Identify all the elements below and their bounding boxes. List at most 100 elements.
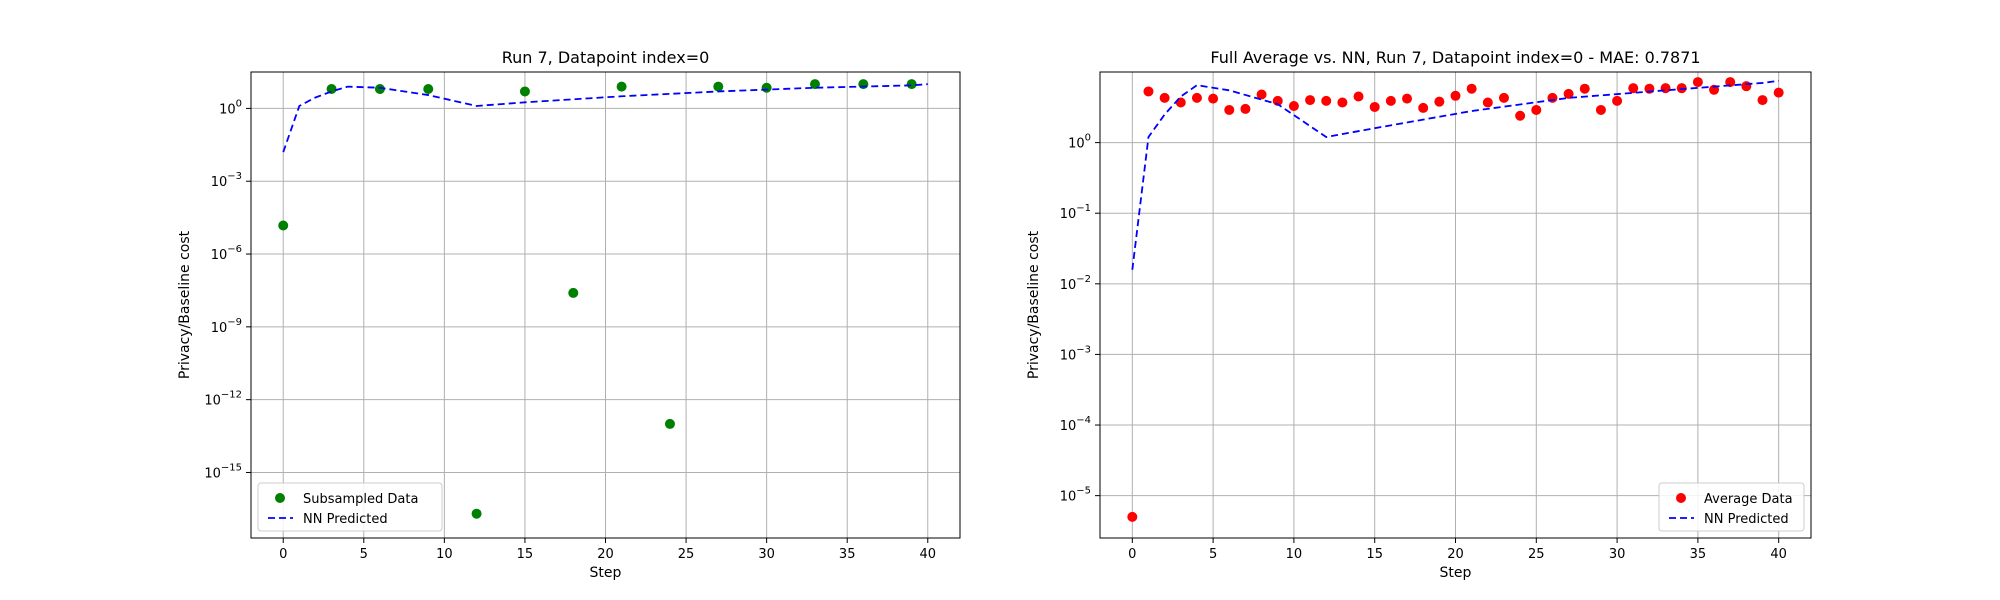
data-point [1773, 87, 1784, 98]
data-point [1385, 95, 1396, 106]
x-tick-label: 20 [597, 547, 614, 562]
data-point [1353, 91, 1364, 102]
x-tick-label: 25 [1528, 547, 1545, 562]
x-axis-label: Step [590, 565, 622, 581]
x-tick-label: 5 [1209, 547, 1217, 562]
x-tick-label: 35 [839, 547, 856, 562]
x-tick-label: 25 [678, 547, 695, 562]
data-point [1305, 95, 1316, 106]
data-point [1450, 90, 1461, 101]
data-point [1757, 95, 1768, 106]
y-tick-label: 10−2 [1060, 274, 1091, 293]
data-point [1159, 92, 1170, 103]
data-point [1595, 104, 1606, 115]
data-point [1498, 92, 1509, 103]
data-point [809, 79, 820, 90]
data-point [519, 86, 530, 97]
y-axis-label: Privacy/Baseline cost [1026, 230, 1042, 379]
data-point [1434, 96, 1445, 107]
data-point [1515, 110, 1526, 121]
y-tick-label: 10−4 [1060, 415, 1091, 434]
y-tick-label: 10−15 [204, 462, 242, 481]
x-tick-label: 10 [1286, 547, 1303, 562]
data-point [906, 79, 917, 90]
legend-swatch-marker [1676, 493, 1686, 503]
legend-box [257, 482, 443, 532]
data-point [1272, 95, 1283, 106]
data-point [1175, 97, 1186, 108]
y-tick-label: 10−6 [211, 244, 242, 263]
data-point [1531, 104, 1542, 115]
y-tick-label: 10−5 [1060, 486, 1091, 505]
y-tick-label: 100 [1068, 133, 1091, 152]
x-tick-label: 30 [758, 547, 775, 562]
x-tick-label: 15 [517, 547, 534, 562]
x-tick-label: 0 [1128, 547, 1136, 562]
data-point [664, 418, 675, 429]
y-tick-label: 10−3 [211, 171, 242, 190]
data-point [1418, 102, 1429, 113]
legend: Subsampled Data NN Predicted [257, 482, 443, 532]
y-tick-label: 100 [219, 98, 242, 117]
data-point [1369, 101, 1380, 112]
series-line-nn-predicted [1131, 79, 1779, 270]
data-point [1240, 103, 1251, 114]
data-point [1466, 83, 1477, 94]
data-point [1288, 100, 1299, 111]
data-point [1143, 86, 1154, 97]
data-point [1628, 83, 1639, 94]
y-tick-label: 10−1 [1060, 203, 1091, 222]
data-point [1741, 81, 1752, 92]
legend-box [1658, 482, 1805, 532]
x-tick-label: 35 [1690, 547, 1707, 562]
data-point [858, 79, 869, 90]
data-point [1256, 89, 1267, 100]
x-tick-label: 5 [360, 547, 368, 562]
y-tick-label: 10−9 [211, 317, 242, 336]
data-point [1579, 83, 1590, 94]
chart-title: Full Average vs. NN, Run 7, Datapoint in… [1210, 48, 1700, 67]
x-tick-label: 30 [1609, 547, 1626, 562]
data-point [1482, 97, 1493, 108]
legend-label: NN Predicted [1704, 512, 1789, 527]
data-point [1725, 77, 1736, 88]
x-axis-label: Step [1440, 565, 1472, 581]
data-point [471, 508, 482, 519]
legend-label: Subsampled Data [303, 492, 418, 507]
data-point [761, 82, 772, 93]
x-tick-label: 10 [436, 547, 453, 562]
legend-swatch-marker [275, 493, 285, 503]
data-point [1321, 95, 1332, 106]
chart-right: 0 5 10 15 20 25 30 35 40 100 10−1 10−2 10−3 10−4 10−5 F… [1026, 48, 1812, 581]
y-tick-label: 10−12 [204, 390, 242, 409]
x-tick-label: 40 [1770, 547, 1787, 562]
y-tick-label: 10−3 [1060, 344, 1091, 363]
series-line-nn-predicted [282, 83, 928, 153]
legend-label: Average Data [1704, 492, 1793, 507]
data-point [1612, 95, 1623, 106]
data-point [278, 220, 289, 231]
data-point [1208, 93, 1219, 104]
x-tick-label: 40 [919, 547, 936, 562]
data-point [1402, 93, 1413, 104]
data-point [1676, 83, 1687, 94]
data-point [1337, 97, 1348, 108]
data-point [616, 81, 627, 92]
chart-title: Run 7, Datapoint index=0 [502, 48, 710, 67]
x-tick-label: 15 [1366, 547, 1383, 562]
data-point [1127, 511, 1138, 522]
x-tick-label: 0 [279, 547, 287, 562]
data-point [1563, 88, 1574, 99]
legend-label: NN Predicted [303, 512, 388, 527]
data-point [1224, 104, 1235, 115]
data-point [1191, 92, 1202, 103]
legend: Average Data NN Predicted [1658, 482, 1805, 532]
data-point [1692, 77, 1703, 88]
x-tick-label: 20 [1447, 547, 1464, 562]
chart-left: 0 5 10 15 20 25 30 35 40 100 10−3 10−6 10−9 10−12 10−1… [177, 48, 961, 581]
data-point [374, 84, 385, 95]
data-point [1660, 83, 1671, 94]
data-point [568, 287, 579, 298]
data-point [423, 84, 434, 95]
